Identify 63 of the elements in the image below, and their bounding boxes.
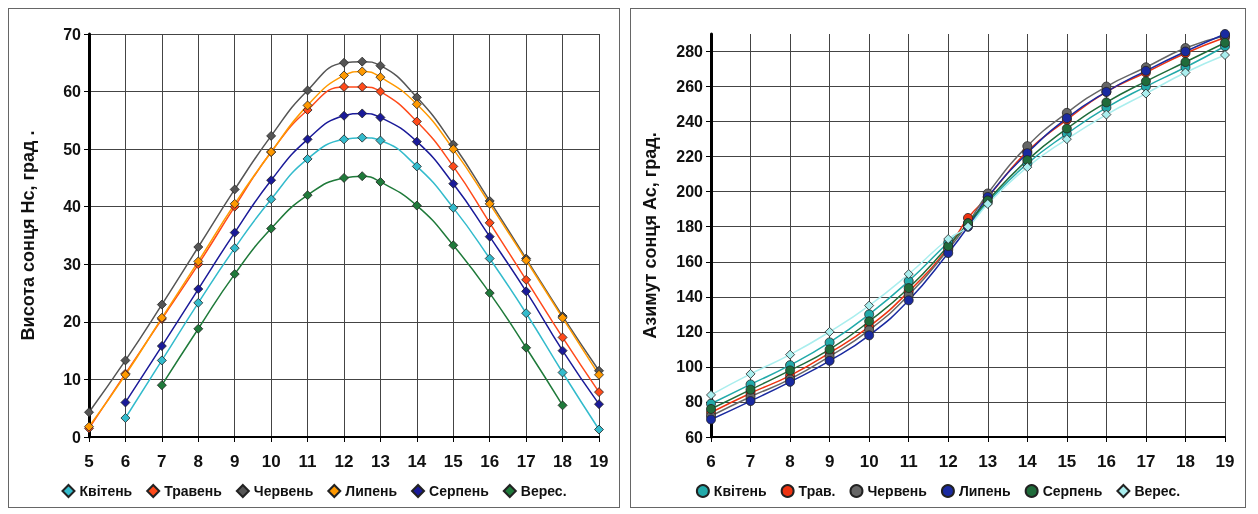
legend-label: Квітень — [713, 483, 768, 499]
legend-label: Липень — [958, 483, 1012, 499]
x-tick-label: 14 — [407, 452, 427, 471]
legend-label: Серпень — [1042, 483, 1103, 499]
x-tick-label: 6 — [120, 452, 131, 471]
y-tick-label: 180 — [676, 218, 704, 236]
y-axis-title: Азимут сонця Ас, град. — [640, 132, 660, 339]
legend-label: Липень — [345, 483, 398, 499]
x-tick-label: 17 — [1136, 452, 1156, 471]
x-tick-label: 7 — [157, 452, 167, 471]
x-tick-label: 15 — [1057, 452, 1077, 471]
x-tick-label: 10 — [859, 452, 879, 471]
y-axis-title: Висота сонця Нс, град . — [18, 130, 38, 341]
x-tick-label: 5 — [84, 452, 94, 471]
y-tick-label: 280 — [676, 43, 704, 61]
y-tick-label: 30 — [63, 255, 82, 273]
y-tick-label: 100 — [676, 358, 704, 376]
y-tick-label: 80 — [685, 393, 704, 411]
y-tick-label: 260 — [676, 78, 704, 96]
x-tick-label: 12 — [938, 452, 958, 471]
x-tick-label: 15 — [443, 452, 463, 471]
y-tick-label: 60 — [685, 428, 704, 446]
x-tick-label: 11 — [298, 452, 317, 471]
x-tick-label: 19 — [589, 452, 609, 471]
legend-label: Верес. — [520, 483, 567, 499]
y-tick-label: 60 — [63, 83, 82, 101]
x-tick-label: 6 — [706, 452, 716, 471]
x-tick-label: 9 — [824, 452, 835, 471]
x-tick-label: 16 — [480, 452, 500, 471]
y-tick-label: 0 — [72, 428, 82, 446]
x-tick-label: 12 — [334, 452, 354, 471]
legend-label: Травень — [164, 483, 223, 499]
x-tick-label: 17 — [516, 452, 536, 471]
legend-label: Червень — [253, 483, 314, 499]
y-tick-label: 40 — [63, 198, 82, 216]
legend-label: Квітень — [79, 483, 133, 499]
legend-label: Трав. — [798, 483, 836, 499]
x-tick-label: 19 — [1215, 452, 1235, 471]
x-tick-label: 14 — [1017, 452, 1038, 471]
legend-label: Верес. — [1134, 483, 1181, 499]
x-tick-label: 9 — [229, 452, 240, 471]
y-tick-label: 200 — [676, 183, 704, 201]
x-tick-label: 18 — [1176, 452, 1195, 471]
y-tick-label: 160 — [676, 253, 704, 271]
x-tick-label: 8 — [193, 452, 204, 471]
x-tick-label: 13 — [978, 452, 998, 471]
y-tick-label: 220 — [676, 148, 704, 166]
legend-label: Червень — [867, 483, 928, 499]
y-tick-label: 140 — [676, 288, 704, 306]
x-tick-label: 13 — [370, 452, 390, 471]
x-tick-label: 16 — [1096, 452, 1116, 471]
x-tick-label: 11 — [899, 452, 918, 471]
y-tick-label: 50 — [63, 140, 82, 158]
legend-label: Серпень — [429, 483, 490, 499]
x-tick-label: 18 — [553, 452, 573, 471]
y-tick-label: 20 — [63, 313, 82, 331]
x-tick-label: 8 — [785, 452, 795, 471]
y-tick-label: 120 — [676, 323, 704, 341]
y-tick-label: 70 — [63, 25, 82, 43]
y-tick-label: 240 — [676, 113, 704, 131]
x-tick-label: 7 — [745, 452, 756, 471]
y-tick-label: 10 — [63, 370, 82, 388]
x-tick-label: 10 — [261, 452, 281, 471]
